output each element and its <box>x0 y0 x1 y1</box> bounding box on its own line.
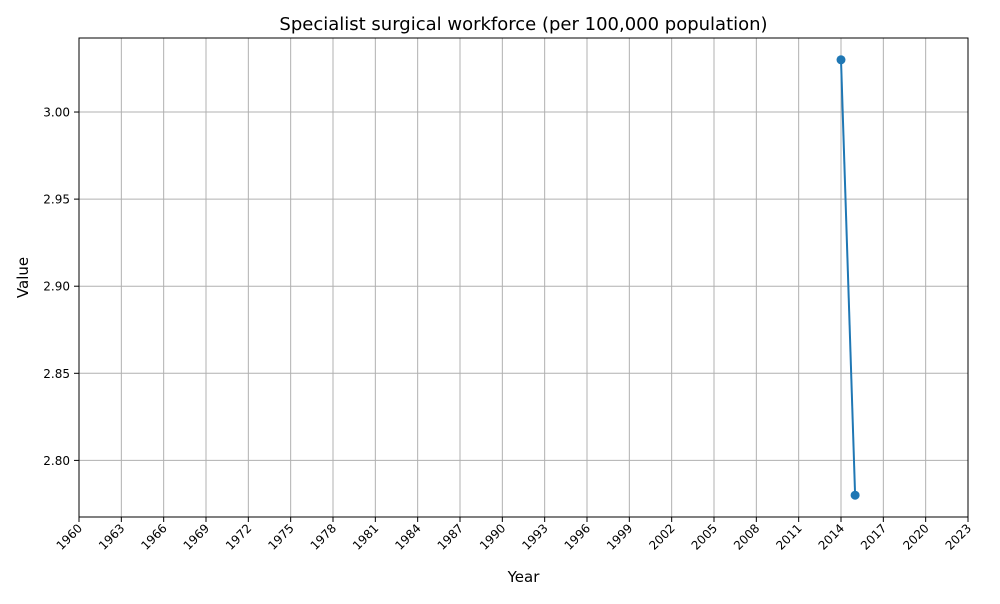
x-tick-label: 1996 <box>562 521 593 552</box>
series-line <box>840 59 857 496</box>
y-tick-label: 3.00 <box>43 106 70 120</box>
x-tick-label: 1960 <box>54 521 85 552</box>
x-tick-label: 1978 <box>308 521 339 552</box>
y-tick-label: 2.95 <box>43 193 70 207</box>
x-tick-label: 1993 <box>519 521 550 552</box>
x-tick-label: 2023 <box>943 521 974 552</box>
data-point <box>836 55 846 65</box>
x-tick-label: 2020 <box>900 521 931 552</box>
data-point <box>850 490 860 500</box>
x-tick-label: 1969 <box>181 521 212 552</box>
chart-title: Specialist surgical workforce (per 100,0… <box>279 14 767 35</box>
y-tick-label: 2.80 <box>43 454 70 468</box>
plot-frame <box>78 37 969 518</box>
x-tick-label: 2017 <box>858 521 889 552</box>
x-tick-label: 1981 <box>350 521 381 552</box>
x-tick-label: 1963 <box>96 521 127 552</box>
y-axis-label: Value <box>14 257 32 298</box>
x-tick-label: 1999 <box>604 521 635 552</box>
x-tick-label: 1975 <box>265 521 296 552</box>
x-tick-label: 2011 <box>773 521 804 552</box>
y-axis-ticks: 2.80 2.85 2.90 2.95 3.00 <box>43 106 79 468</box>
x-tick-label: 2002 <box>646 521 677 552</box>
y-tick-label: 2.90 <box>43 280 70 294</box>
grid <box>78 38 969 517</box>
series-layer <box>836 55 860 500</box>
x-tick-label: 1990 <box>477 521 508 552</box>
x-tick-label: 1984 <box>392 521 423 552</box>
y-tick-label: 2.85 <box>43 367 70 381</box>
x-tick-label: 2005 <box>689 521 720 552</box>
x-tick-label: 1987 <box>435 521 466 552</box>
x-tick-label: 1966 <box>138 521 169 552</box>
x-axis-label: Year <box>507 568 541 586</box>
x-tick-label: 2008 <box>731 521 762 552</box>
x-tick-label: 1972 <box>223 521 254 552</box>
x-axis-ticks: 1960 1963 1966 1969 1972 1975 1978 1981 1984 1987… <box>54 517 974 553</box>
x-tick-label: 2014 <box>816 521 847 552</box>
